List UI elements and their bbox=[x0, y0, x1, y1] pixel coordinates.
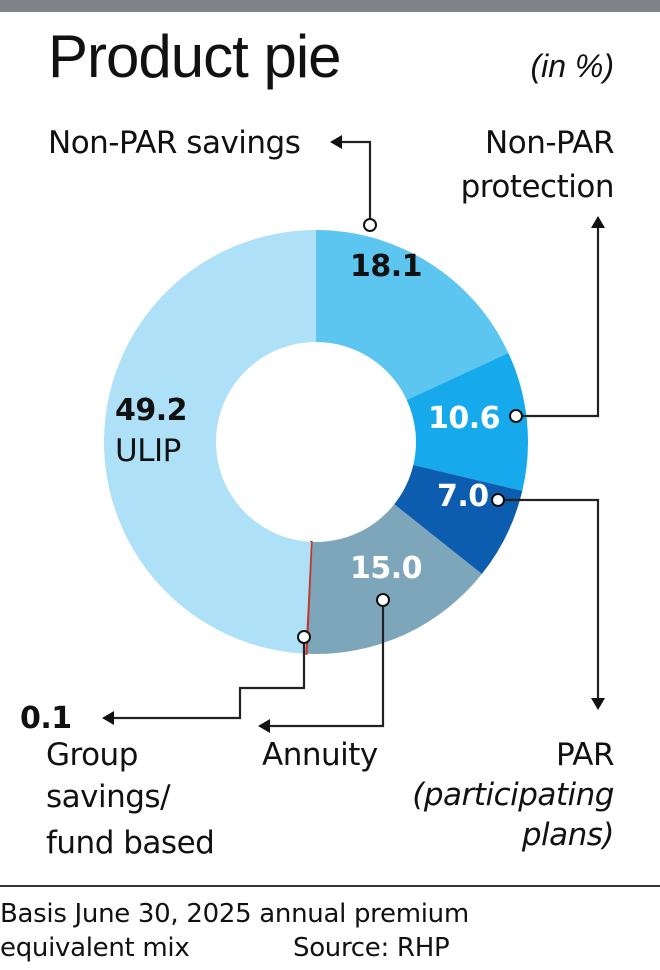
source: Source: RHP bbox=[293, 933, 450, 963]
value-par: 7.0 bbox=[437, 479, 489, 514]
leader-dot bbox=[491, 493, 505, 507]
label-ulip: ULIP bbox=[115, 433, 181, 469]
unit-label: (in %) bbox=[530, 48, 614, 84]
label-nonpar-protection-2: protection bbox=[460, 169, 615, 205]
label-par-sub-2: plans) bbox=[521, 817, 615, 853]
top-bar bbox=[0, 0, 660, 12]
label-nonpar-protection-1: Non-PAR bbox=[485, 125, 614, 161]
label-par-sub-1: (participating bbox=[412, 777, 614, 813]
label-annuity: Annuity bbox=[262, 737, 378, 773]
leader-nonpar-protection bbox=[516, 226, 600, 418]
leader-dot bbox=[297, 630, 311, 644]
leader-dot bbox=[509, 409, 523, 423]
label-group-1: Group bbox=[46, 737, 138, 773]
chart-title: Product pie bbox=[48, 23, 342, 90]
slice-ulip bbox=[103, 230, 316, 654]
slice-annuity bbox=[306, 504, 482, 654]
leader-annuity bbox=[268, 600, 385, 728]
label-group-2: savings/ bbox=[46, 779, 171, 815]
arrow-head-icon bbox=[102, 711, 114, 725]
arrow-head-icon bbox=[591, 216, 605, 228]
label-par: PAR bbox=[556, 737, 614, 773]
value-nonpar-protection: 10.6 bbox=[428, 401, 501, 436]
footer-line2: equivalent mix bbox=[0, 933, 190, 963]
value-annuity: 15.0 bbox=[350, 551, 423, 586]
slice-non-par-protection bbox=[406, 352, 528, 491]
slice-non-par-savings bbox=[316, 230, 509, 400]
value-group: 0.1 bbox=[20, 701, 72, 736]
arrow-head-icon bbox=[591, 698, 605, 710]
slice-group-savings-fund-based bbox=[304, 540, 313, 655]
leader-nonpar-savings bbox=[340, 140, 372, 225]
value-nonpar-savings: 18.1 bbox=[350, 249, 423, 284]
leader-dot bbox=[363, 218, 377, 232]
value-ulip: 49.2 bbox=[115, 393, 188, 428]
leader-par bbox=[498, 498, 600, 700]
footer-line1: Basis June 30, 2025 annual premium bbox=[0, 899, 469, 929]
leader-dot bbox=[376, 593, 390, 607]
slice-par bbox=[394, 465, 523, 575]
leader-group bbox=[112, 637, 306, 720]
label-group-3: fund based bbox=[46, 825, 215, 861]
arrow-head-icon bbox=[330, 135, 342, 149]
label-nonpar-savings: Non-PAR savings bbox=[48, 125, 301, 161]
footer: Basis June 30, 2025 annual premium equiv… bbox=[0, 885, 660, 965]
arrow-head-icon bbox=[258, 719, 270, 733]
